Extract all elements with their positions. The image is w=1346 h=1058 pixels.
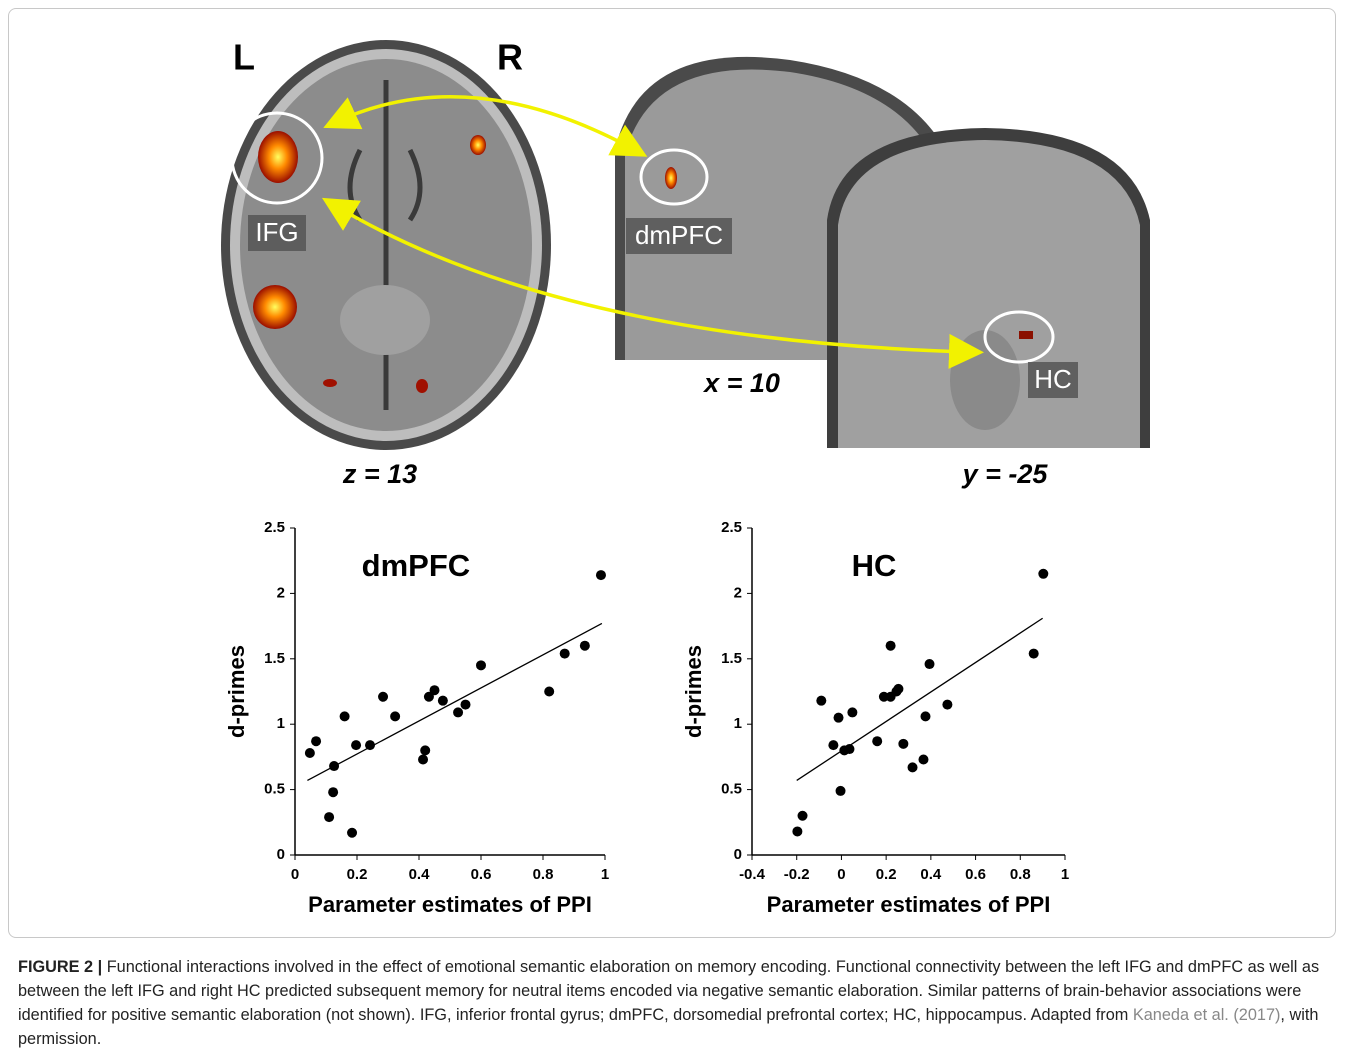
data-point — [347, 828, 357, 838]
y-tick-label: 0 — [734, 846, 742, 863]
data-point — [792, 826, 802, 836]
data-point — [798, 811, 808, 821]
x-tick-label: 1 — [1061, 866, 1069, 883]
x-tick-label: 0 — [837, 866, 845, 883]
data-point — [844, 744, 854, 754]
region-label: HC — [1034, 364, 1072, 394]
data-point — [311, 736, 321, 746]
chart-title: dmPFC — [362, 548, 471, 583]
x-tick-label: 0.8 — [533, 866, 554, 883]
data-point — [834, 713, 844, 723]
y-tick-label: 1 — [277, 715, 285, 732]
data-point — [816, 696, 826, 706]
caption-text: Functional interactions involved in the … — [18, 958, 1319, 1024]
activation — [253, 285, 297, 329]
data-point — [925, 659, 935, 669]
x-tick-label: 0.4 — [920, 866, 942, 883]
data-point — [898, 739, 908, 749]
data-point — [847, 707, 857, 717]
data-point — [828, 740, 838, 750]
trend-line — [307, 623, 602, 780]
data-point — [476, 660, 486, 670]
data-point — [305, 748, 315, 758]
data-point — [378, 692, 388, 702]
region-label: dmPFC — [635, 220, 723, 250]
trend-line — [797, 618, 1043, 780]
y-tick-label: 1 — [734, 715, 742, 732]
citation-link[interactable]: Kaneda et al. (2017) — [1133, 1006, 1281, 1024]
activation — [258, 131, 298, 183]
x-tick-label: -0.2 — [784, 866, 810, 883]
chart-title: HC — [852, 548, 897, 583]
y-axis-label: d-primes — [224, 645, 249, 738]
data-point — [942, 700, 952, 710]
region-label: IFG — [255, 217, 298, 247]
hemisphere-label: L — [233, 37, 255, 78]
data-point — [420, 745, 430, 755]
data-point — [329, 761, 339, 771]
activation — [323, 379, 337, 387]
x-tick-label: -0.4 — [739, 866, 766, 883]
data-point — [365, 740, 375, 750]
data-point — [340, 711, 350, 721]
y-axis-label: d-primes — [681, 645, 706, 738]
data-point — [430, 685, 440, 695]
x-tick-label: 0.6 — [965, 866, 986, 883]
data-point — [920, 711, 930, 721]
data-point — [836, 786, 846, 796]
data-point — [886, 641, 896, 651]
data-point — [351, 740, 361, 750]
x-tick-label: 0 — [291, 866, 299, 883]
y-tick-label: 2 — [734, 584, 742, 601]
data-point — [908, 762, 918, 772]
y-tick-label: 2.5 — [721, 519, 742, 536]
midbrain — [340, 285, 430, 355]
data-point — [453, 707, 463, 717]
activation — [1019, 331, 1033, 339]
y-tick-label: 2.5 — [264, 519, 285, 536]
data-point — [893, 684, 903, 694]
y-tick-label: 0.5 — [264, 781, 285, 798]
x-axis-label: Parameter estimates of PPI — [308, 892, 592, 917]
y-tick-label: 0 — [277, 846, 285, 863]
data-point — [438, 696, 448, 706]
data-point — [390, 711, 400, 721]
brainstem — [950, 330, 1020, 430]
data-point — [544, 687, 554, 697]
x-tick-label: 0.6 — [471, 866, 492, 883]
slice-label: x = 10 — [702, 368, 780, 398]
activation — [416, 379, 428, 393]
x-tick-label: 0.2 — [876, 866, 897, 883]
data-point — [596, 570, 606, 580]
slice-label: z = 13 — [342, 459, 417, 489]
slice-label: y = -25 — [961, 459, 1049, 489]
x-tick-label: 0.4 — [409, 866, 431, 883]
page: L R IFG dmPFC HC z = 13 x = 10 y = -25 0… — [0, 0, 1346, 1058]
data-point — [418, 755, 428, 765]
y-tick-label: 0.5 — [721, 781, 742, 798]
data-point — [324, 812, 334, 822]
activation — [470, 135, 486, 155]
y-tick-label: 2 — [277, 584, 285, 601]
data-point — [560, 649, 570, 659]
y-tick-label: 1.5 — [721, 650, 742, 667]
caption: FIGURE 2 | Functional interactions invol… — [18, 955, 1328, 1051]
y-tick-label: 1.5 — [264, 650, 285, 667]
data-point — [580, 641, 590, 651]
figure: L R IFG dmPFC HC z = 13 x = 10 y = -25 0… — [0, 0, 1346, 940]
data-point — [1029, 649, 1039, 659]
caption-label: FIGURE 2 | — [18, 958, 102, 976]
data-point — [328, 787, 338, 797]
x-tick-label: 0.2 — [347, 866, 368, 883]
activation — [665, 167, 677, 189]
x-tick-label: 1 — [601, 866, 609, 883]
data-point — [1038, 569, 1048, 579]
x-axis-label: Parameter estimates of PPI — [767, 892, 1051, 917]
data-point — [918, 755, 928, 765]
data-point — [872, 736, 882, 746]
data-point — [461, 700, 471, 710]
hemisphere-label: R — [497, 37, 523, 78]
x-tick-label: 0.8 — [1010, 866, 1031, 883]
